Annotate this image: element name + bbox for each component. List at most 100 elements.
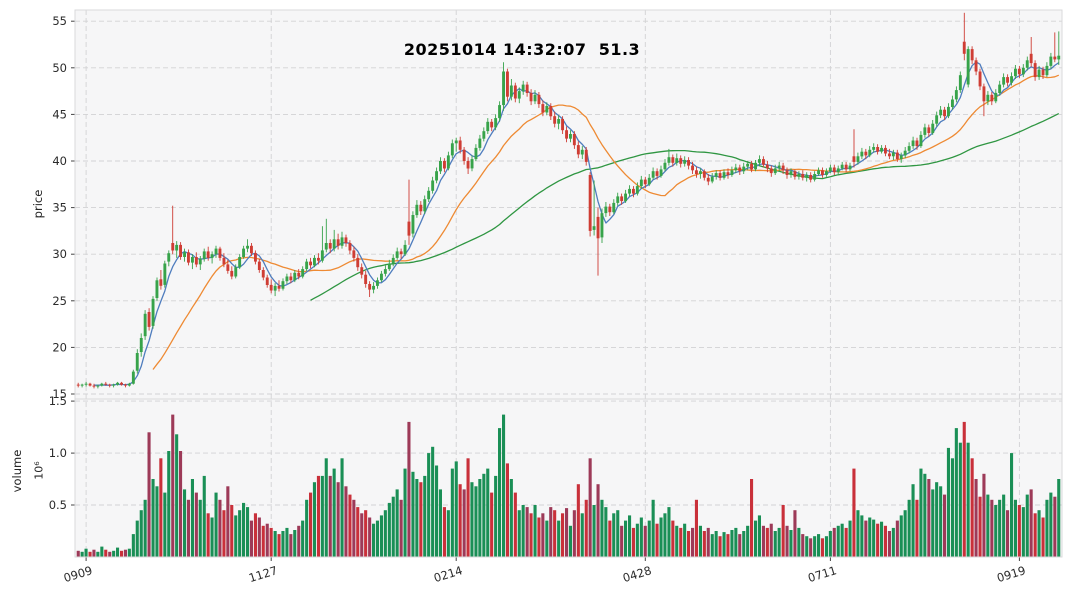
candle-body [1006, 77, 1009, 83]
candle-body [990, 94, 994, 102]
candle-body [305, 261, 309, 270]
volume-bar [143, 499, 147, 557]
volume-bar [828, 531, 832, 557]
candle-body [958, 75, 962, 91]
volume-bar [320, 475, 324, 557]
volume-bar [639, 517, 643, 557]
candle-body [639, 179, 643, 187]
volume-bar [391, 496, 395, 557]
volume-bar [167, 451, 171, 557]
volume-bar [671, 520, 675, 557]
volume-bar [785, 525, 789, 557]
volume-bar [856, 510, 860, 557]
volume-bar [954, 428, 958, 557]
candle-body [632, 188, 635, 194]
candle-body [557, 119, 561, 124]
candle-body [108, 384, 112, 386]
volume-bar [123, 549, 127, 557]
volume-bar [864, 520, 868, 557]
candle-body [549, 106, 553, 117]
volume-bar [911, 484, 915, 557]
candle-body [230, 270, 234, 277]
candle-body [387, 263, 391, 270]
volume-bar [218, 499, 222, 557]
candle-body [352, 250, 356, 258]
volume-bar [876, 523, 880, 557]
volume-bar [76, 550, 80, 557]
candle-body [927, 127, 931, 133]
candle-body [734, 167, 738, 171]
volume-bar [1049, 492, 1053, 557]
volume-bar [486, 468, 490, 557]
candle-body [183, 252, 186, 257]
volume-bar [505, 463, 509, 557]
candle-body [250, 245, 253, 254]
price-tick-label: 20 [52, 340, 67, 354]
volume-bar [163, 492, 167, 557]
price-tick-label: 50 [52, 61, 67, 75]
candle-body [797, 174, 801, 177]
volume-bar [698, 525, 702, 557]
candle-body [92, 385, 96, 387]
candle-body [821, 170, 824, 175]
candle-body [313, 257, 316, 266]
candle-body [470, 159, 474, 169]
candle-body [825, 171, 828, 175]
candle-body [809, 175, 813, 180]
volume-bar [1037, 510, 1041, 557]
price-panel [75, 10, 1062, 399]
volume-bar [679, 527, 683, 557]
volume-bar [860, 515, 864, 557]
candle-body [765, 164, 769, 169]
candle-body [895, 152, 899, 160]
candle-body [84, 383, 88, 385]
candle-body [494, 118, 498, 128]
volume-bar [683, 523, 687, 557]
volume-bar [836, 525, 840, 557]
candle-body [1041, 69, 1045, 76]
volume-bar [242, 502, 246, 557]
candle-body [695, 170, 698, 174]
volume-bar [978, 496, 982, 557]
candle-body [758, 159, 761, 163]
volume-bar [655, 523, 659, 557]
volume-bar [694, 499, 698, 557]
candle-body [596, 216, 600, 239]
candle-body [943, 109, 946, 117]
volume-bar [265, 523, 269, 557]
volume-bar [375, 520, 379, 557]
candle-body [592, 226, 596, 230]
candle-body [368, 284, 372, 290]
volume-bar [395, 489, 399, 557]
volume-bar [305, 499, 309, 557]
candle-body [411, 215, 415, 234]
volume-bar [722, 532, 726, 557]
volume-bar [462, 489, 466, 557]
volume-bar [545, 520, 549, 557]
volume-bar [324, 458, 328, 558]
volume-bar [746, 525, 750, 557]
candle-body [730, 170, 734, 175]
candle-body [608, 206, 612, 213]
volume-bar [446, 510, 450, 557]
candle-body [962, 41, 966, 54]
candle-body [179, 244, 182, 257]
candle-body [214, 248, 218, 255]
candle-body [899, 155, 903, 160]
candle-body [970, 49, 974, 61]
volume-bar [234, 515, 238, 557]
volume-bar [80, 551, 84, 557]
candle-body [1049, 56, 1053, 66]
volume-bar [194, 492, 198, 557]
candle-body [281, 281, 285, 289]
candle-body [569, 134, 572, 139]
volume-bar [643, 525, 647, 557]
candle-body [482, 131, 486, 139]
candle-body [435, 171, 438, 181]
volume-bar [1045, 499, 1049, 557]
candle-body [100, 383, 104, 386]
candle-body [868, 149, 872, 156]
candle-body [167, 253, 171, 262]
candle-body [439, 161, 442, 172]
